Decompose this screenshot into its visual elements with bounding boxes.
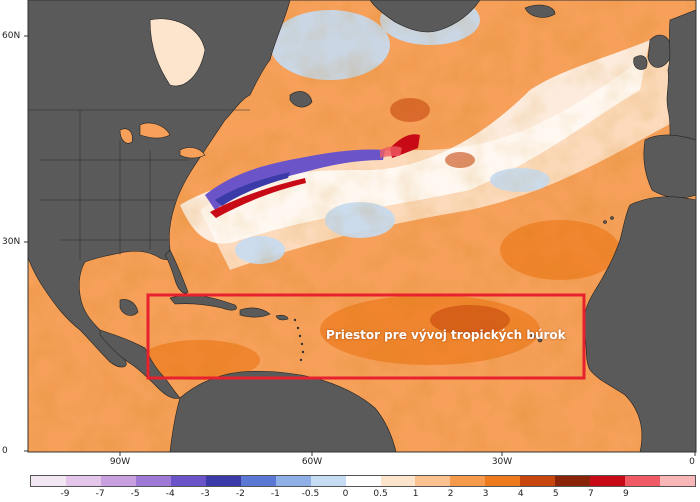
lon-label-30w: 30W bbox=[491, 457, 513, 467]
colorbar-tick-label: -2 bbox=[235, 489, 245, 499]
colorbar-segment bbox=[345, 476, 381, 486]
colorbar-tick-label: 1 bbox=[412, 489, 419, 499]
lon-label-60w: 60W bbox=[301, 457, 323, 467]
colorbar-tick-label: -5 bbox=[130, 489, 140, 499]
colorbar-tick-label: 7 bbox=[587, 489, 594, 499]
gulf-stream-warm-band bbox=[210, 178, 306, 218]
map-frame bbox=[27, 0, 697, 453]
colorbar-segment bbox=[170, 476, 206, 486]
colorbar-segment bbox=[205, 476, 241, 486]
colorbar bbox=[30, 475, 696, 487]
colorbar-segment bbox=[660, 476, 696, 486]
colorbar-segment bbox=[135, 476, 171, 486]
political-borders bbox=[28, 109, 250, 260]
colorbar-tick-label: -3 bbox=[200, 489, 210, 499]
colorbar-tick-label: -0.5 bbox=[301, 489, 320, 499]
colorbar-segment bbox=[100, 476, 136, 486]
colorbar-segment bbox=[380, 476, 416, 486]
colorbar-tick-label: 0 bbox=[342, 489, 349, 499]
colorbar-segment bbox=[415, 476, 451, 486]
colorbar-tick-label: -9 bbox=[60, 489, 70, 499]
colorbar-tick-label: 2 bbox=[447, 489, 454, 499]
region-label: Priestor pre vývoj tropických búrok bbox=[326, 328, 566, 342]
colorbar-tick-label: 4 bbox=[517, 489, 524, 499]
colorbar-tick-label: 3 bbox=[482, 489, 489, 499]
land-masses bbox=[28, 0, 696, 452]
colorbar-segment bbox=[275, 476, 311, 486]
north-america bbox=[28, 0, 291, 368]
colorbar-segment bbox=[485, 476, 521, 486]
lon-label-0: 0 bbox=[689, 457, 695, 467]
colorbar-segment bbox=[590, 476, 626, 486]
tropical-storm-region-box bbox=[146, 293, 586, 380]
lat-label-30n: 30N bbox=[2, 237, 21, 247]
lat-label-0: 0 bbox=[2, 446, 8, 456]
colorbar-segment bbox=[31, 476, 66, 486]
colorbar-segment bbox=[555, 476, 591, 486]
colorbar-tick-label: -4 bbox=[165, 489, 175, 499]
colorbar-tick-label: -7 bbox=[95, 489, 105, 499]
axis-ticks bbox=[24, 35, 696, 456]
colorbar-segment bbox=[450, 476, 486, 486]
greenland bbox=[369, 0, 481, 33]
africa bbox=[583, 196, 696, 452]
colorbar-tick-label: -1 bbox=[270, 489, 280, 499]
colorbar-segment bbox=[625, 476, 661, 486]
lon-label-90w: 90W bbox=[109, 457, 131, 467]
colorbar-segment bbox=[65, 476, 101, 486]
colorbar-tick-label: 9 bbox=[623, 489, 629, 499]
colorbar-segment bbox=[310, 476, 346, 486]
colorbar-segment bbox=[240, 476, 276, 486]
lat-label-60n: 60N bbox=[2, 31, 21, 41]
colorbar-tick-label: 0.5 bbox=[373, 489, 388, 499]
colorbar-segment bbox=[520, 476, 556, 486]
lesser-antilles bbox=[293, 318, 305, 362]
colorbar-tick-label: 5 bbox=[552, 489, 559, 499]
